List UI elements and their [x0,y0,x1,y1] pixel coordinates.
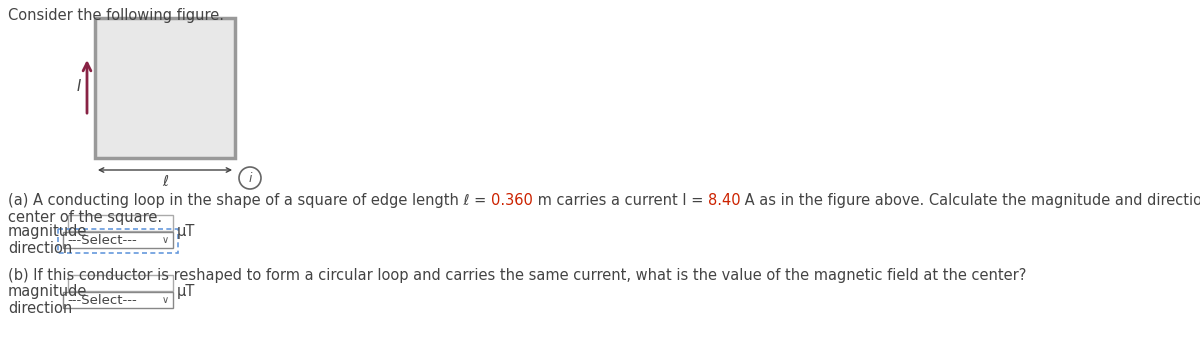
Text: (b) If this conductor is reshaped to form a circular loop and carries the same c: (b) If this conductor is reshaped to for… [8,268,1026,283]
Text: i: i [248,172,252,184]
Circle shape [239,167,262,189]
Text: (a) A conducting loop in the shape of a square of edge length ℓ =: (a) A conducting loop in the shape of a … [8,193,491,208]
Text: μT: μT [178,224,196,239]
Bar [68,215,173,231]
Text: m carries a current I =: m carries a current I = [533,193,708,208]
Text: ---Select---: ---Select--- [67,294,137,307]
Text: I: I [77,79,82,94]
Text: ∨: ∨ [162,295,168,305]
Text: ---Select---: ---Select--- [67,234,137,247]
Bar [58,229,178,253]
Text: magnitude: magnitude [8,224,88,239]
Text: magnitude: magnitude [8,284,88,299]
Bar [95,18,235,158]
Text: μT: μT [178,284,196,299]
Text: 8.40: 8.40 [708,193,740,208]
Bar [64,292,173,308]
Text: 0.360: 0.360 [491,193,533,208]
Text: Consider the following figure.: Consider the following figure. [8,8,224,23]
Text: ℓ: ℓ [162,174,168,189]
Text: A as in the figure above. Calculate the magnitude and direction of the magnetic : A as in the figure above. Calculate the … [740,193,1200,208]
Text: ∨: ∨ [162,235,168,245]
Text: direction: direction [8,241,72,256]
Bar [64,232,173,248]
Text: center of the square.: center of the square. [8,210,162,225]
Text: direction: direction [8,301,72,316]
Bar [68,275,173,291]
